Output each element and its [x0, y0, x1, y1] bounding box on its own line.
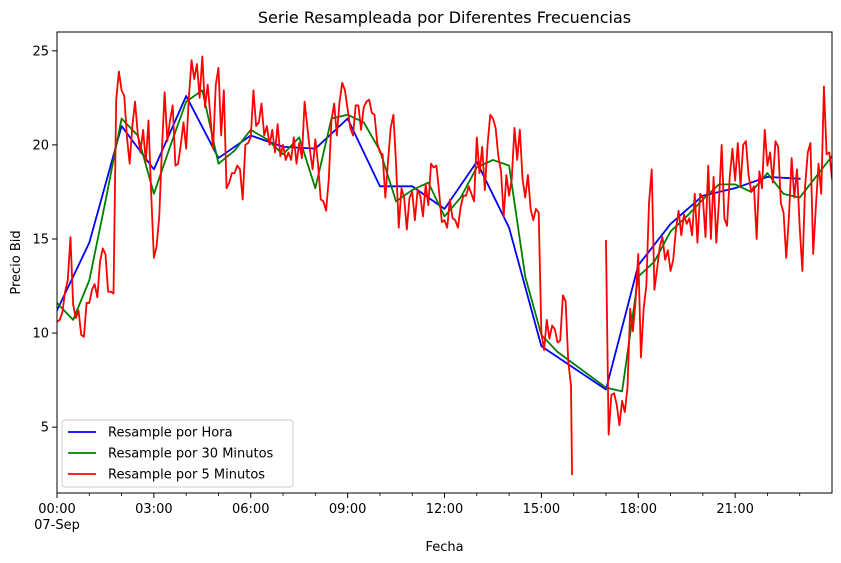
x-axis-title: Fecha	[425, 540, 463, 555]
series-line-3	[57, 55, 832, 476]
x-tick-label: 15:00	[523, 502, 560, 517]
x-tick-label: 00:00	[38, 502, 75, 517]
x-tick-label: 21:00	[716, 502, 753, 517]
x-tick-label: 06:00	[232, 502, 269, 517]
y-tick-label: 25	[32, 44, 49, 59]
legend: Resample por Hora Resample por 30 Minutos…	[61, 419, 294, 488]
y-tick-label: 15	[32, 232, 49, 247]
x-tick-label: 18:00	[620, 502, 657, 517]
x-tick-label: 12:00	[426, 502, 463, 517]
y-axis-title: Precio Bid	[9, 230, 24, 294]
legend-box	[61, 419, 294, 488]
legend-label: Resample por Hora	[108, 426, 233, 441]
x-tick-label: 03:00	[135, 502, 172, 517]
series-line-2	[57, 89, 832, 393]
legend-label: Resample por 30 Minutos	[108, 447, 274, 462]
x-tick-label: 09:00	[329, 502, 366, 517]
chart-title: Serie Resampleada por Diferentes Frecuen…	[258, 8, 631, 27]
series-layer	[57, 55, 832, 476]
y-tick-label: 20	[32, 138, 49, 153]
series-line-1	[57, 95, 801, 391]
y-tick-label: 5	[41, 421, 49, 436]
y-axis-ticks: 5 10 15 20 25	[32, 44, 57, 436]
y-tick-label: 10	[32, 327, 49, 342]
x-tick-sublabel: 07-Sep	[34, 518, 80, 533]
legend-label: Resample por 5 Minutos	[108, 468, 265, 483]
